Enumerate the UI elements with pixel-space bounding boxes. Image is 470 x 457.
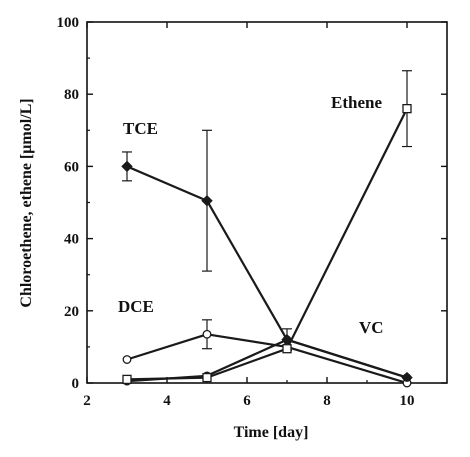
series-lines xyxy=(126,108,408,385)
data-point-ethene xyxy=(122,374,132,385)
x-tick-label: 6 xyxy=(243,393,251,409)
y-tick-label: 100 xyxy=(57,15,80,31)
data-point-tce xyxy=(201,194,213,207)
data-point-vc xyxy=(402,373,412,382)
error-bars xyxy=(122,70,412,352)
x-tick-label: 10 xyxy=(400,393,415,409)
data-point-ethene xyxy=(202,372,212,383)
x-tick-label: 2 xyxy=(83,393,91,409)
y-tick-label: 80 xyxy=(64,87,79,103)
data-point-dce xyxy=(202,329,212,339)
data-point-vc xyxy=(282,335,292,344)
series-label-tce: TCE xyxy=(123,119,158,138)
x-axis-title: Time [day] xyxy=(234,424,309,441)
x-tick-label: 4 xyxy=(163,393,171,409)
y-tick-label: 40 xyxy=(64,232,79,248)
x-tick-label: 8 xyxy=(323,393,331,409)
series-line-ethene xyxy=(126,108,408,381)
data-point-ethene xyxy=(402,103,412,114)
y-tick-label: 60 xyxy=(64,159,79,175)
y-tick-label: 20 xyxy=(64,304,79,320)
y-axis-title: Chloroethene, ethene [μmol/L] xyxy=(18,98,35,307)
series-label-vc: VC xyxy=(359,318,384,337)
series-line-dce xyxy=(126,333,408,385)
plot-frame xyxy=(86,21,448,384)
y-tick-label: 0 xyxy=(72,376,80,392)
data-point-tce xyxy=(121,160,133,173)
data-markers xyxy=(121,103,413,388)
series-label-ethene: Ethene xyxy=(331,93,382,112)
data-point-ethene xyxy=(282,344,292,354)
data-point-dce xyxy=(122,355,132,364)
series-label-dce: DCE xyxy=(118,297,154,316)
